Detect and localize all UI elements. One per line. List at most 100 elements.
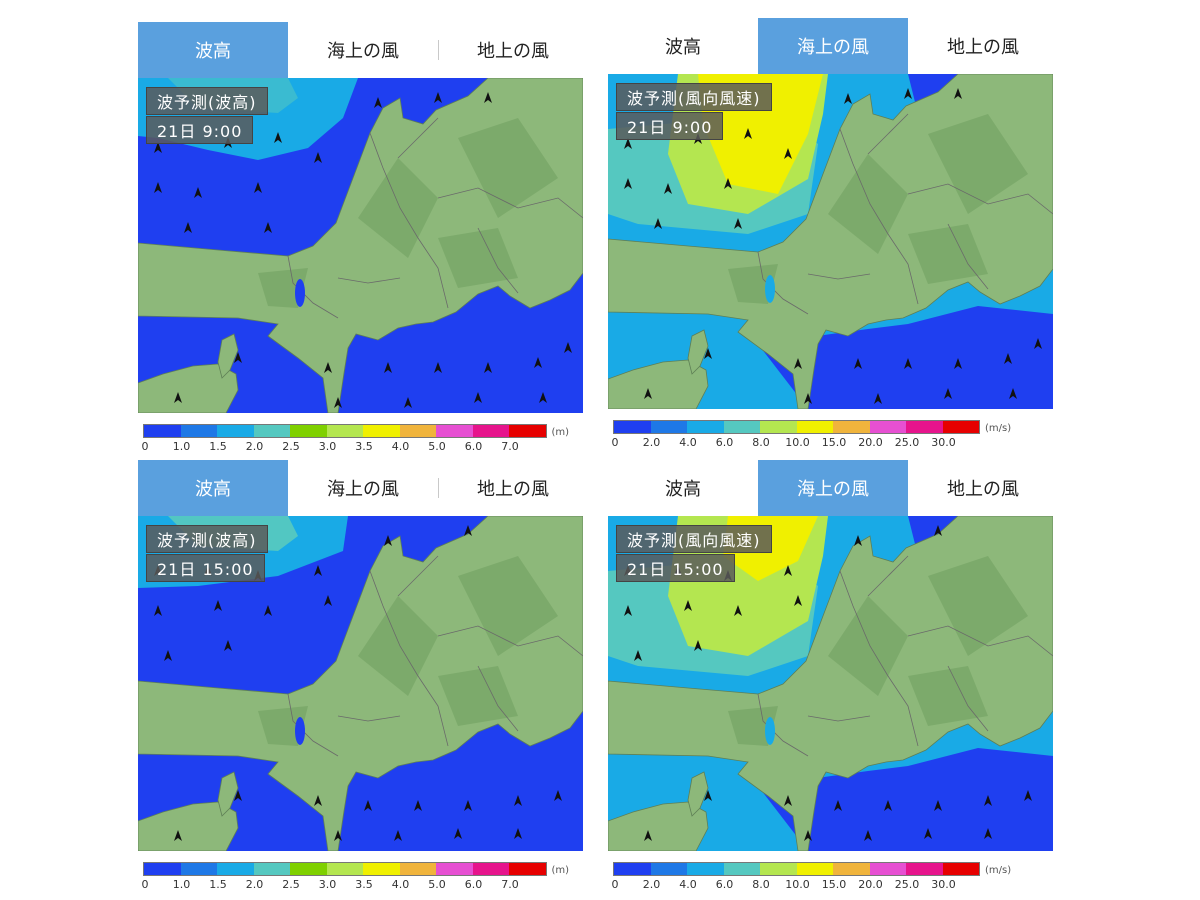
legend-swatch: [687, 863, 724, 875]
prefecture-border: [867, 113, 909, 155]
legend-tick-label: 5.0: [428, 440, 446, 453]
legend-swatch: [253, 425, 290, 437]
legend-swatch: [509, 863, 546, 875]
color-legend: 0 1.0 1.5 2.0 2.5 3.0 3.5 4.0 5.0 6.0 7.0 (m): [138, 422, 583, 462]
legend-swatch: [869, 863, 906, 875]
land-shikoku: [138, 363, 239, 413]
wind-direction-arrow: [154, 605, 162, 616]
wind-panel-top-right: 波高 海上の風 地上の風 波予測(風向風速) 21日 9:00 0 2.0 4.0 6…: [608, 18, 1053, 458]
wind-direction-arrow: [384, 535, 392, 546]
legend-tick-label: 2.5: [282, 878, 300, 891]
wind-direction-arrow: [384, 362, 392, 373]
legend-swatch: [290, 425, 327, 437]
mountain-shading: [358, 158, 438, 258]
wind-direction-arrow: [374, 97, 382, 108]
legend-swatch: [472, 425, 509, 437]
wind-direction-arrow: [234, 790, 242, 801]
wind-direction-arrow: [934, 800, 942, 811]
legend-tick-label: 25.0: [894, 436, 920, 449]
prefecture-border: [397, 555, 439, 597]
wind-direction-arrow: [514, 795, 522, 806]
wind-direction-arrow: [414, 800, 422, 811]
tab-sea-wind[interactable]: 海上の風: [758, 18, 908, 74]
prefecture-border: [867, 555, 909, 597]
wind-direction-arrow: [984, 828, 992, 839]
wind-direction-arrow: [734, 218, 742, 229]
wind-direction-arrow: [864, 830, 872, 841]
legend-tick-label: 2.0: [245, 440, 264, 453]
legend-tick-label: 0: [611, 436, 619, 449]
wind-panel-bottom-right: 波高 海上の風 地上の風 波予測(風向風速) 21日 15:00 0 2.0 4.0…: [608, 460, 1053, 900]
tab-wave-height[interactable]: 波高: [665, 479, 701, 500]
land-shikoku: [608, 359, 709, 409]
lake-biwa: [765, 275, 775, 303]
mountain-shading: [458, 118, 558, 218]
wind-direction-arrow: [704, 790, 712, 801]
wind-direction-arrow: [324, 595, 332, 606]
prefecture-border: [907, 625, 1053, 657]
wave-panel-top-left: 波高 海上の風 地上の風 波予測(波高) 21日 9:00 0 1.0 1.5 2.0…: [138, 22, 583, 462]
tab-land-wind[interactable]: 地上の風: [438, 460, 588, 516]
prefecture-border: [369, 132, 449, 309]
map-time-label: 21日 9:00: [616, 112, 724, 140]
legend-tick-label: 6.0: [464, 878, 483, 891]
map-time-label: 21日 15:00: [616, 554, 735, 582]
legend-tick-label: 15.0: [821, 878, 847, 891]
wind-direction-arrow: [564, 342, 572, 353]
legend-swatch: [723, 863, 760, 875]
wind-direction-arrow: [174, 830, 182, 841]
legend-tick-label: 3.5: [355, 440, 373, 453]
wind-direction-arrow: [434, 362, 442, 373]
legend-swatch: [687, 421, 724, 433]
wind-direction-arrow: [1034, 338, 1042, 349]
mountain-shading: [458, 556, 558, 656]
wind-direction-arrow: [804, 830, 812, 841]
legend-tick-label: 30.0: [931, 878, 956, 891]
tab-wave-height[interactable]: 波高: [138, 460, 288, 516]
lake-biwa: [765, 717, 775, 745]
legend-swatch: [436, 863, 473, 875]
wind-direction-arrow: [194, 187, 202, 198]
land-awaji: [217, 771, 239, 817]
wind-direction-arrow: [624, 178, 632, 189]
tab-sea-wind[interactable]: 海上の風: [327, 41, 399, 62]
tab-wave-height[interactable]: 波高: [665, 37, 701, 58]
legend-tick-label: 0: [141, 878, 149, 891]
mountain-shading: [828, 596, 908, 696]
legend-swatch: [326, 863, 363, 875]
wind-direction-arrow: [884, 800, 892, 811]
mountain-shading: [438, 228, 518, 288]
legend-tick-label: 2.0: [245, 878, 264, 891]
map-title-label: 波予測(波高): [146, 87, 268, 115]
map-title-label: 波予測(風向風速): [616, 525, 772, 553]
tab-sea-wind[interactable]: 海上の風: [758, 460, 908, 516]
legend-tick-label: 2.0: [642, 436, 661, 449]
tab-land-wind[interactable]: 地上の風: [947, 37, 1019, 58]
legend-tick-label: 8.0: [752, 878, 770, 891]
legend-tick-label: 2.0: [642, 878, 661, 891]
forecast-map: 波予測(風向風速) 21日 15:00: [608, 516, 1053, 851]
wind-direction-arrow: [324, 362, 332, 373]
forecast-map: 波予測(波高) 21日 15:00: [138, 516, 583, 851]
wind-direction-arrow: [734, 605, 742, 616]
wind-direction-arrow: [784, 148, 792, 159]
legend-swatch: [290, 863, 327, 875]
legend-swatch: [180, 425, 217, 437]
legend-swatch: [942, 421, 979, 433]
tab-land-wind[interactable]: 地上の風: [438, 22, 588, 78]
wind-direction-arrow: [464, 525, 472, 536]
tab-sea-wind[interactable]: 海上の風: [327, 479, 399, 500]
tab-land-wind[interactable]: 地上の風: [947, 479, 1019, 500]
legend-tick-label: 4.0: [679, 878, 697, 891]
legend-swatch: [509, 425, 546, 437]
wind-direction-arrow: [984, 795, 992, 806]
land-awaji: [217, 333, 239, 379]
land-awaji: [687, 771, 709, 817]
legend-swatch: [363, 863, 400, 875]
map-graphic: [608, 516, 1053, 851]
tab-wave-height[interactable]: 波高: [138, 22, 288, 78]
map-title-label: 波予測(波高): [146, 525, 268, 553]
prefecture-border: [947, 223, 989, 290]
wind-direction-arrow: [954, 358, 962, 369]
legend-tick-label: 0: [611, 878, 619, 891]
